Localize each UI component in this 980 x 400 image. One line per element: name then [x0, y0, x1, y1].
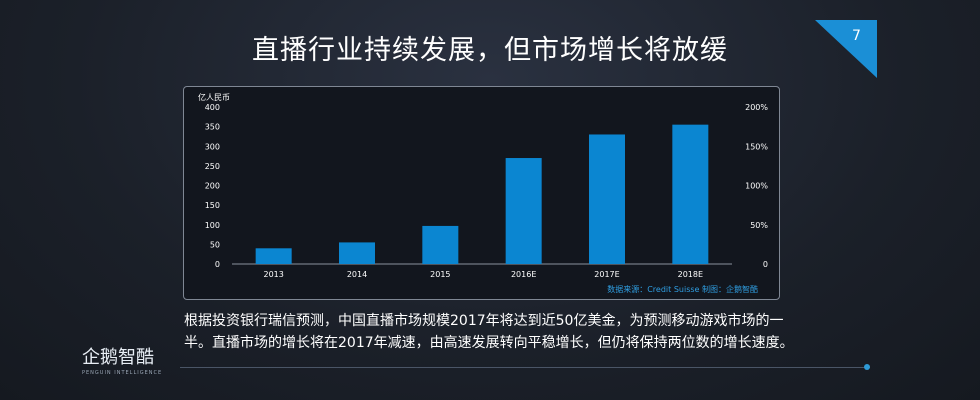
- y-tick-label: 200: [205, 182, 220, 191]
- page-number: 7: [852, 28, 861, 44]
- x-tick-label: 2013: [263, 270, 283, 279]
- y-tick-label: 350: [205, 123, 220, 132]
- y-tick-label: 100: [205, 221, 220, 230]
- bar: [422, 225, 459, 264]
- logo-subtitle: PENGUIN INTELLIGENCE: [82, 370, 163, 376]
- corner-triangle: [815, 20, 877, 78]
- y2-tick-label: 150%: [745, 142, 768, 151]
- y-tick-label: 300: [205, 142, 220, 151]
- chart-frame: 亿人民币 0 50 100 150 200 250 300 350 400 0 50% 100% 150%…: [183, 86, 780, 300]
- y-tick-label: 250: [205, 162, 220, 171]
- bar: [505, 158, 542, 264]
- logo-name: 企鹅智酷: [82, 347, 154, 368]
- x-tick-label: 2018E: [678, 270, 703, 279]
- y2-tick-label: 50%: [750, 221, 768, 230]
- y-tick-label: 50: [210, 240, 220, 249]
- bar: [255, 248, 292, 264]
- y-tick-label: 150: [205, 201, 220, 210]
- x-tick-label: 2014: [347, 270, 367, 279]
- bar: [589, 134, 625, 264]
- chart-source: 数据来源：Credit Suisse 制图：企鹅智酷: [607, 284, 758, 294]
- y-tick-label: 400: [205, 103, 220, 112]
- x-tick-label: 2016E: [511, 270, 536, 279]
- y-axis-unit-label: 亿人民币: [198, 92, 230, 102]
- y-tick-label: 0: [215, 260, 220, 269]
- footer-dot: [864, 364, 870, 370]
- bar: [672, 124, 709, 264]
- y2-tick-label: 0: [763, 260, 768, 269]
- bar-chart: 亿人民币 0 50 100 150 200 250 300 350 400 0 50% 100% 150%…: [198, 92, 768, 294]
- x-tick-label: 2017E: [594, 270, 619, 279]
- bar: [339, 242, 375, 264]
- y2-tick-label: 200%: [745, 103, 768, 112]
- page-title: 直播行业持续发展，但市场增长将放缓: [252, 35, 728, 66]
- logo: 企鹅智酷 PENGUIN INTELLIGENCE: [82, 343, 162, 376]
- description-text: 根据投资银行瑞信预测，中国直播市场规模2017年将达到近50亿美金，为预测移动游…: [184, 313, 794, 351]
- footer-line: [180, 367, 870, 368]
- x-tick-label: 2015: [430, 270, 450, 279]
- y2-tick-label: 100%: [745, 182, 768, 191]
